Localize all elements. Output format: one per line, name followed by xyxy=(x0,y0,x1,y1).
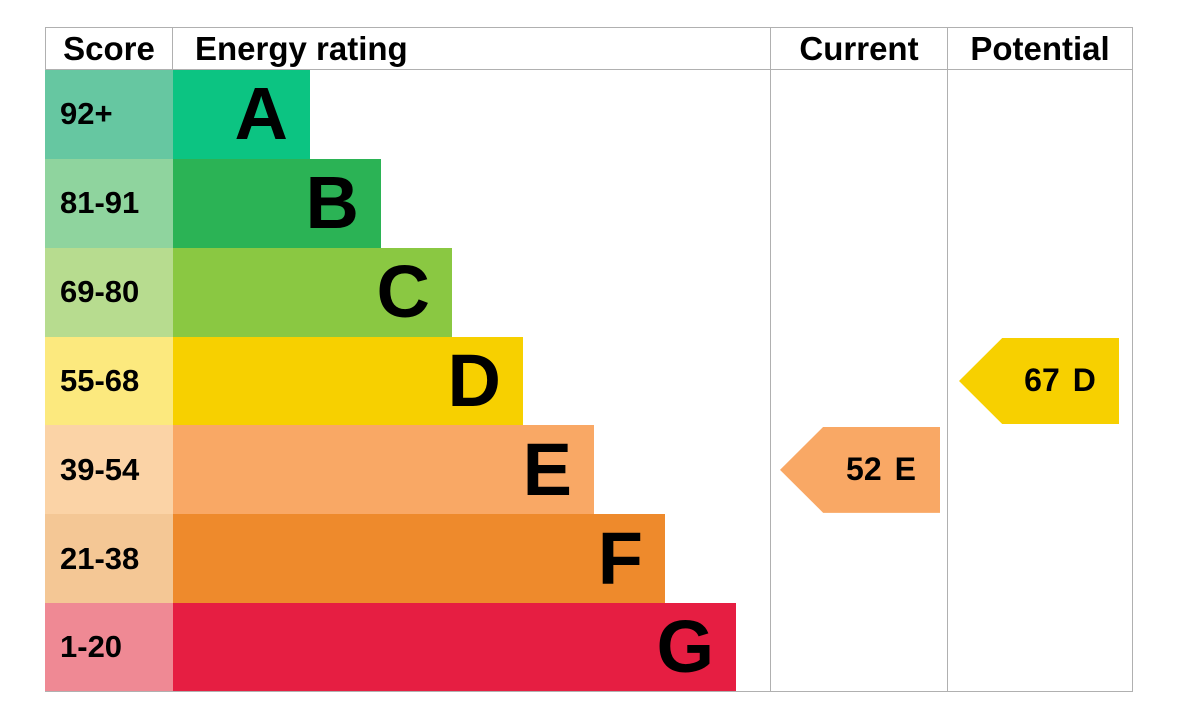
band-bar-g: G xyxy=(173,603,736,691)
band-bar-cell-b: B xyxy=(173,158,771,248)
band-letter-d: D xyxy=(447,338,501,422)
band-bar-cell-d: D xyxy=(173,336,771,426)
current-cell-e: 52 E xyxy=(771,425,948,515)
score-range-e: 39-54 xyxy=(45,425,173,515)
potential-cell-d: 67 D xyxy=(948,336,1133,426)
band-letter-e: E xyxy=(522,427,572,511)
band-bar-b: B xyxy=(173,158,381,248)
potential-cell-a xyxy=(948,70,1133,159)
score-range-b: 81-91 xyxy=(45,158,173,248)
band-bar-e: E xyxy=(173,425,594,515)
band-bar-cell-a: A xyxy=(173,70,771,159)
header-current: Current xyxy=(771,27,948,70)
score-range-a: 92+ xyxy=(45,70,173,159)
score-range-d: 55-68 xyxy=(45,336,173,426)
band-bar-cell-g: G xyxy=(173,603,771,692)
band-letter-f: F xyxy=(597,516,643,600)
score-range-c: 69-80 xyxy=(45,247,173,337)
current-cell-c xyxy=(771,247,948,337)
current-score-value: 52 xyxy=(846,451,882,488)
band-letter-a: A xyxy=(234,72,288,156)
epc-rating-chart: Score Energy rating Current Potential 92… xyxy=(45,27,1133,692)
band-bar-a: A xyxy=(173,70,310,159)
potential-cell-g xyxy=(948,603,1133,692)
band-bar-d: D xyxy=(173,336,523,426)
band-bar-f: F xyxy=(173,514,665,604)
potential-score-value: 67 xyxy=(1024,362,1060,399)
current-cell-a xyxy=(771,70,948,159)
header-score: Score xyxy=(45,27,173,70)
band-bar-cell-c: C xyxy=(173,247,771,337)
potential-indicator-arrow: 67 D xyxy=(959,337,1119,424)
potential-cell-f xyxy=(948,514,1133,604)
header-energy-rating: Energy rating xyxy=(173,27,771,70)
score-range-g: 1-20 xyxy=(45,603,173,692)
current-indicator-arrow: 52 E xyxy=(780,426,940,513)
band-bar-cell-f: F xyxy=(173,514,771,604)
potential-cell-b xyxy=(948,158,1133,248)
potential-band-letter: D xyxy=(1072,362,1096,399)
band-letter-c: C xyxy=(376,250,430,334)
band-bar-cell-e: E xyxy=(173,425,771,515)
current-band-letter: E xyxy=(894,451,916,488)
current-cell-d xyxy=(771,336,948,426)
header-potential: Potential xyxy=(948,27,1133,70)
band-bar-c: C xyxy=(173,247,452,337)
score-range-f: 21-38 xyxy=(45,514,173,604)
current-cell-f xyxy=(771,514,948,604)
potential-cell-c xyxy=(948,247,1133,337)
current-cell-b xyxy=(771,158,948,248)
current-cell-g xyxy=(771,603,948,692)
band-letter-g: G xyxy=(656,605,714,689)
band-letter-b: B xyxy=(305,161,359,245)
potential-cell-e xyxy=(948,425,1133,515)
